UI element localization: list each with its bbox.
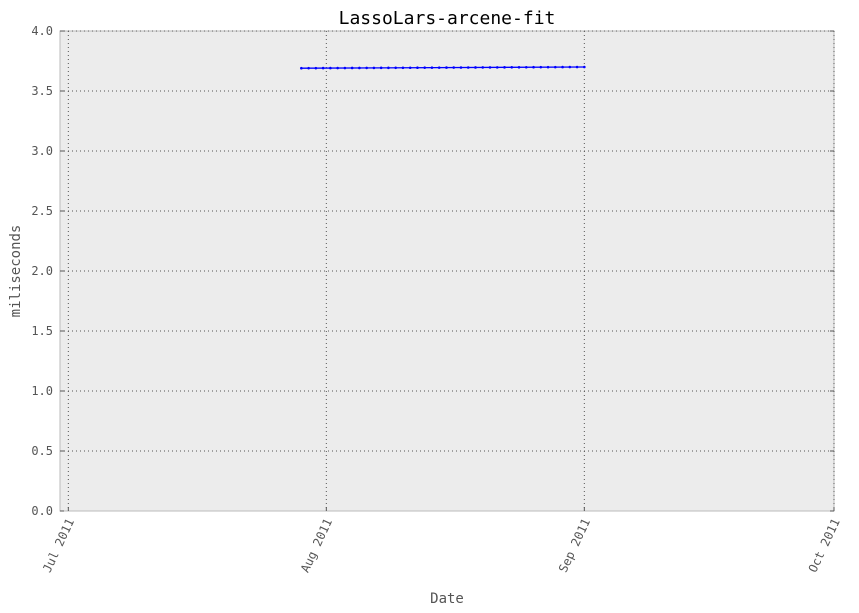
y-tick-label: 2.0 (31, 264, 53, 278)
data-point (568, 65, 572, 69)
data-point (394, 66, 397, 70)
x-tick-labels: Jul 2011 Aug 2011 Sep 2011 Oct 2011 (40, 516, 843, 574)
data-point (575, 65, 579, 69)
data-point (583, 65, 586, 69)
data-point (510, 66, 514, 69)
y-tick-label: 2.5 (31, 204, 53, 218)
data-point (481, 66, 485, 69)
data-point (365, 66, 368, 70)
x-tick-label: Jul 2011 (40, 516, 77, 574)
y-tick-label: 3.5 (31, 84, 53, 98)
data-point (379, 66, 383, 70)
y-tick-label: 4.0 (31, 24, 53, 38)
data-point (452, 66, 456, 69)
x-axis-label: Date (430, 591, 464, 607)
grid-lines (60, 30, 835, 512)
data-point (437, 66, 441, 69)
data-point (307, 66, 310, 70)
y-tick-labels: 0.0 0.5 1.0 1.5 2.0 2.5 3.0 3.5 4.0 (31, 24, 53, 518)
data-point (554, 65, 557, 69)
data-point (300, 66, 303, 70)
data-point (503, 66, 506, 69)
data-point (459, 66, 463, 69)
data-point (466, 66, 470, 69)
chart-title: LassoLars-arcene-fit (339, 8, 556, 29)
data-point (445, 66, 448, 69)
y-tick-label: 0.5 (31, 444, 53, 458)
data-point (408, 66, 412, 70)
data-point (350, 66, 354, 70)
data-point (517, 65, 521, 69)
x-tick-label: Aug 2011 (298, 516, 335, 574)
series-layer (300, 65, 586, 70)
data-point (372, 66, 376, 70)
series-line (301, 66, 585, 69)
y-tick-label: 1.5 (31, 324, 53, 338)
data-point (546, 65, 550, 69)
y-tick-label: 0.0 (31, 504, 53, 518)
x-tick-label: Oct 2011 (806, 516, 843, 574)
data-point (495, 66, 499, 69)
data-point (343, 66, 347, 70)
data-point (321, 66, 325, 70)
data-point (561, 65, 564, 69)
data-point (358, 66, 361, 70)
y-tick-label: 1.0 (31, 384, 53, 398)
data-point (416, 66, 419, 70)
x-tick-label: Sep 2011 (556, 516, 593, 574)
data-point (474, 66, 477, 69)
data-point (488, 66, 492, 69)
data-point (314, 66, 318, 70)
data-point (423, 66, 426, 69)
data-point (336, 66, 339, 70)
data-point (387, 66, 390, 70)
y-axis-label: miliseconds (8, 225, 24, 318)
y-tick-label: 3.0 (31, 144, 53, 158)
data-point (539, 65, 543, 69)
data-point (329, 66, 332, 70)
data-point (401, 66, 405, 70)
data-point (532, 65, 535, 69)
data-point (430, 66, 434, 69)
data-point (524, 65, 528, 69)
